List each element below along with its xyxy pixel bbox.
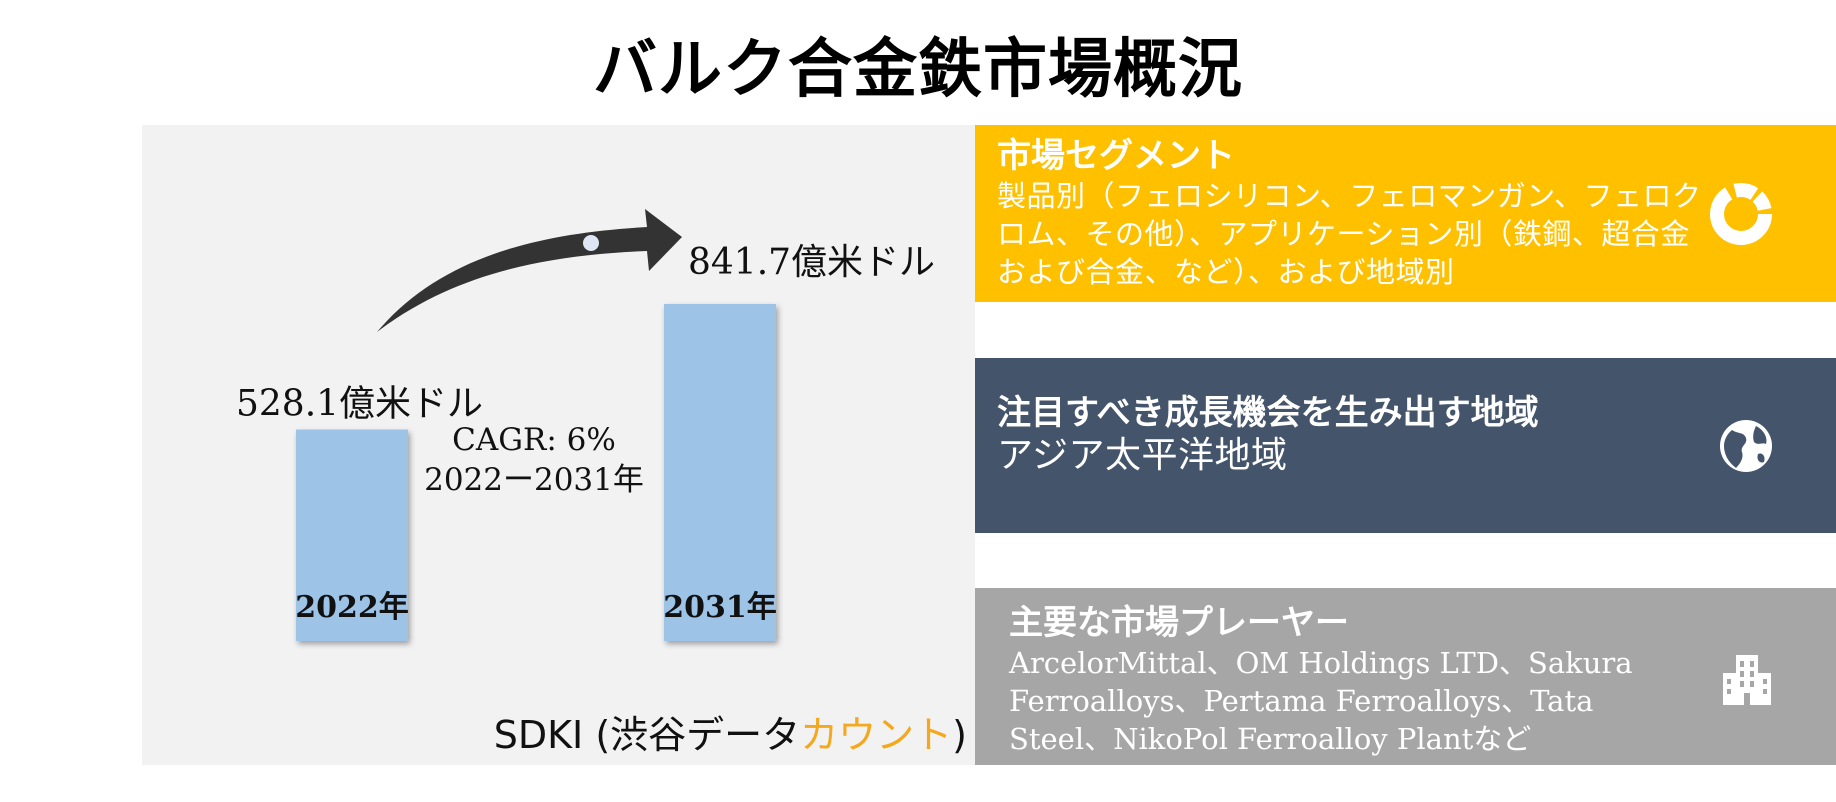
- arrow-dot: [583, 235, 599, 251]
- market-segment-card: 市場セグメント 製品別（フェロシリコン、フェロマンガン、フェロクロム、その他）、…: [975, 125, 1836, 302]
- cagr-label: CAGR: 6%: [452, 422, 616, 458]
- value-label: 841.7億米ドル: [688, 242, 935, 283]
- value-label: 528.1億米ドル: [236, 384, 483, 425]
- source-credit: SDKI (渋谷データカウント): [494, 704, 967, 759]
- source-accent: カウント: [800, 713, 953, 757]
- card-heading: 主要な市場プレーヤー: [1009, 603, 1349, 643]
- bar-chart: CAGR: 6% 2022ー2031年 2022年 528.1億米ドル 2031年 8…: [236, 209, 935, 641]
- card-body: 製品別（フェロシリコン、フェロマンガン、フェロクロム、その他）、アプリケーション…: [997, 179, 1702, 289]
- card-body: アジア太平洋地域: [997, 435, 1288, 476]
- card-heading: 市場セグメント: [997, 136, 1235, 176]
- chart-panel: CAGR: 6% 2022ー2031年 2022年 528.1億米ドル 2031年 8…: [142, 125, 975, 765]
- bar-2022年: [296, 429, 408, 641]
- growth-arrow: [377, 209, 682, 332]
- donut-chart-icon: [1710, 182, 1772, 245]
- key-players-card: 主要な市場プレーヤー ArcelorMittal、OM Holdings LTD…: [975, 588, 1836, 765]
- year-label: 2031年: [663, 590, 777, 625]
- source-prefix: SDKI (渋谷データ: [493, 713, 801, 757]
- globe-icon: [1720, 419, 1772, 472]
- year-label: 2022年: [295, 590, 409, 625]
- source-suffix: ): [952, 713, 967, 757]
- card-heading: 注目すべき成長機会を生み出す地域: [997, 393, 1539, 433]
- growth-region-card: 注目すべき成長機会を生み出す地域 アジア太平洋地域: [975, 358, 1836, 533]
- building-icon: [1723, 654, 1771, 705]
- page-title: バルク合金鉄市場概況: [593, 32, 1243, 107]
- cagr-period-label: 2022ー2031年: [424, 462, 644, 498]
- bar-2031年: [664, 304, 776, 641]
- card-body: ArcelorMittal、OM Holdings LTD、Sakura Fer…: [1009, 646, 1633, 756]
